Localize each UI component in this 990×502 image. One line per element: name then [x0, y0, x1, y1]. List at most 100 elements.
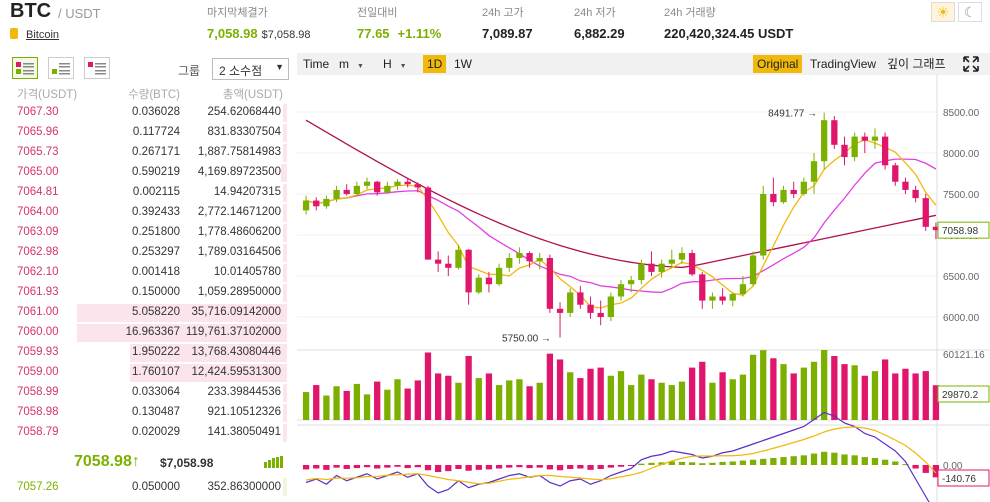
- volume-bar: [780, 364, 787, 420]
- volume-bar: [658, 382, 665, 420]
- ask-qty: 0.033064: [132, 386, 180, 398]
- volume-bar: [810, 361, 818, 420]
- macd-bar: [780, 457, 787, 465]
- volume-bar: [648, 379, 655, 420]
- ask-row[interactable]: 7065.96 0.117724 831.83307504: [8, 123, 287, 143]
- theme-light-button[interactable]: ☀: [931, 2, 955, 22]
- ask-row[interactable]: 7060.00 16.963367 119,761.37102000: [8, 323, 287, 343]
- theme-dark-button[interactable]: ☾: [958, 2, 982, 22]
- volume-bar: [831, 355, 838, 420]
- coin-name[interactable]: Bitcoin: [26, 29, 60, 41]
- ask-qty: 0.002115: [132, 186, 180, 198]
- candle-body: [455, 249, 462, 268]
- stat-last-price: 마지막체결가 7,058.98 $7,058.98: [207, 4, 311, 41]
- volume-bar: [922, 371, 929, 420]
- view-depth[interactable]: 깊이 그래프: [887, 57, 946, 71]
- ask-row[interactable]: 7062.10 0.001418 10.01405780: [8, 263, 287, 283]
- ask-qty: 16.963367: [125, 326, 180, 338]
- interval-1d[interactable]: 1D: [423, 55, 447, 73]
- candle-body: [699, 274, 706, 301]
- view-tradingview[interactable]: TradingView: [810, 57, 877, 71]
- ask-price: 7062.10: [17, 266, 59, 278]
- interval-1w[interactable]: 1W: [454, 57, 472, 71]
- macd-bar: [749, 459, 757, 465]
- volume-current-label: 29870.2: [942, 390, 979, 401]
- macd-bar: [434, 465, 442, 473]
- candle-body: [313, 200, 320, 207]
- ask-row[interactable]: 7062.98 0.253297 1,789.03164506: [8, 243, 287, 263]
- ask-price: 7061.00: [17, 306, 59, 318]
- candle-body: [739, 284, 747, 295]
- view-original[interactable]: Original: [753, 55, 803, 73]
- ask-row[interactable]: 7058.98 0.130487 921.10512326: [8, 403, 287, 423]
- macd-bar: [323, 465, 330, 470]
- macd-bar: [374, 465, 381, 469]
- ask-row[interactable]: 7058.79 0.020029 141.38050491: [8, 423, 287, 443]
- ask-row[interactable]: 7064.00 0.392433 2,772.14671200: [8, 203, 287, 223]
- ask-total: 831.83307504: [207, 126, 281, 138]
- candle-body: [790, 189, 797, 194]
- fullscreen-button[interactable]: [959, 55, 983, 73]
- ask-row[interactable]: 7059.00 1.760107 12,424.59531300: [8, 363, 287, 383]
- macd-bar: [556, 465, 564, 471]
- candle-body: [333, 189, 340, 199]
- group-select-value: 2 소수점: [219, 64, 263, 78]
- depth-bar: [282, 124, 287, 142]
- ask-qty: 0.253297: [132, 246, 180, 258]
- volume-bar: [821, 350, 828, 420]
- volume-bar: [729, 379, 736, 420]
- ask-row[interactable]: 7061.00 5.058220 35,716.09142000: [8, 303, 287, 323]
- candle-body: [719, 296, 726, 301]
- ask-row[interactable]: 7061.93 0.150000 1,059.28950000: [8, 283, 287, 303]
- ask-total: 119,761.37102000: [185, 326, 281, 338]
- candle-body: [892, 165, 899, 182]
- macd-bar: [546, 465, 554, 470]
- macd-bar: [841, 454, 848, 465]
- candle-body: [404, 181, 411, 185]
- group-select[interactable]: 2 소수점 ▼: [212, 58, 289, 80]
- candlestick-chart[interactable]: 8500.008000.007500.007000.006500.006000.…: [297, 75, 990, 502]
- candle-body: [628, 280, 635, 285]
- ask-qty: 0.020029: [132, 426, 180, 438]
- ask-row[interactable]: 7063.09 0.251800 1,778.48606200: [8, 223, 287, 243]
- interval-minute[interactable]: m ▼: [335, 55, 375, 73]
- ask-qty: 1.760107: [132, 366, 180, 378]
- macd-bar: [607, 465, 614, 468]
- view-bids-button[interactable]: [48, 57, 74, 79]
- macd-bar: [384, 465, 391, 468]
- signal-bars-icon: [264, 456, 283, 468]
- pair-symbol: BTC: [10, 0, 52, 22]
- interval-hour[interactable]: H ▼: [379, 55, 419, 73]
- view-asks-button[interactable]: [84, 57, 110, 79]
- dropdown-icon: ▼: [357, 63, 364, 70]
- ask-row[interactable]: 7058.99 0.033064 233.39844536: [8, 383, 287, 403]
- macd-bar: [536, 465, 543, 468]
- interval-time[interactable]: Time: [303, 57, 330, 71]
- depth-bar: [282, 184, 287, 202]
- candle-body: [800, 181, 808, 194]
- ask-row[interactable]: 7065.73 0.267171 1,887.75814983: [8, 143, 287, 163]
- macd-bar: [353, 465, 361, 469]
- macd-bar: [922, 465, 929, 473]
- macd-bar: [658, 462, 665, 465]
- ask-row[interactable]: 7064.81 0.002115 14.94207315: [8, 183, 287, 203]
- ask-total: 12,424.59531300: [191, 366, 281, 378]
- ma-long-line: [305, 119, 937, 269]
- ask-row[interactable]: 7059.93 1.950222 13,768.43080446: [8, 343, 287, 363]
- ask-qty: 0.150000: [132, 286, 180, 298]
- book-asks-icon: [88, 62, 106, 75]
- coin-badge-icon: [10, 28, 18, 39]
- coin-info-link[interactable]: Bitcoin: [10, 28, 59, 41]
- view-both-button[interactable]: [12, 57, 38, 79]
- ask-qty: 0.392433: [132, 206, 180, 218]
- ask-row[interactable]: 7067.30 0.036028 254.62068440: [8, 103, 287, 123]
- macd-bar: [445, 465, 452, 472]
- bid-row[interactable]: 7057.26 0.050000 352.86300000: [8, 477, 287, 497]
- ask-row[interactable]: 7065.00 0.590219 4,169.89723500: [8, 163, 287, 183]
- macd-bar: [424, 465, 432, 471]
- ask-qty: 0.267171: [132, 146, 180, 158]
- macd-bar: [567, 465, 574, 469]
- macd-bar: [485, 465, 493, 470]
- order-book-toolbar: 그룹 2 소수점 ▼: [8, 53, 289, 83]
- ask-price: 7059.93: [17, 346, 59, 358]
